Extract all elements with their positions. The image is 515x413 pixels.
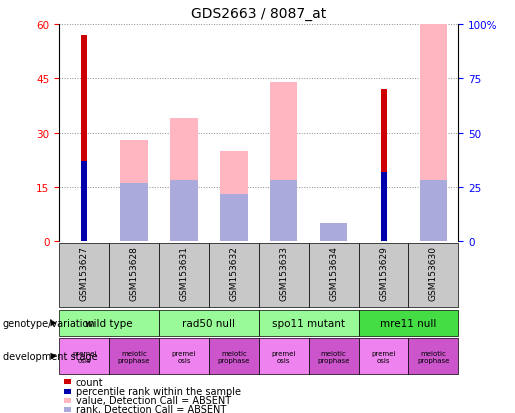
Bar xyxy=(159,310,259,337)
Text: percentile rank within the sample: percentile rank within the sample xyxy=(76,386,241,396)
Bar xyxy=(358,339,408,374)
Text: GSM153632: GSM153632 xyxy=(229,246,238,300)
Bar xyxy=(381,90,386,242)
Text: count: count xyxy=(76,377,104,387)
Bar xyxy=(308,339,358,374)
Text: GSM153633: GSM153633 xyxy=(279,246,288,301)
Bar xyxy=(420,25,447,242)
Bar xyxy=(64,380,71,385)
Text: premei
osis: premei osis xyxy=(172,350,196,363)
Bar xyxy=(81,162,87,242)
FancyBboxPatch shape xyxy=(408,244,458,308)
Text: spo11 mutant: spo11 mutant xyxy=(272,318,345,328)
Bar xyxy=(270,180,298,242)
Bar xyxy=(259,339,308,374)
Text: value, Detection Call = ABSENT: value, Detection Call = ABSENT xyxy=(76,395,231,405)
Text: GSM153628: GSM153628 xyxy=(130,246,139,300)
Text: meiotic
prophase: meiotic prophase xyxy=(218,350,250,363)
Text: meiotic
prophase: meiotic prophase xyxy=(118,350,150,363)
Bar xyxy=(320,223,347,242)
Polygon shape xyxy=(50,320,57,327)
Text: GSM153631: GSM153631 xyxy=(179,246,188,301)
Bar xyxy=(381,173,386,242)
Title: GDS2663 / 8087_at: GDS2663 / 8087_at xyxy=(191,7,327,21)
FancyBboxPatch shape xyxy=(209,244,259,308)
FancyBboxPatch shape xyxy=(159,244,209,308)
Text: premei
osis: premei osis xyxy=(371,350,396,363)
Bar xyxy=(59,310,159,337)
Bar xyxy=(320,231,347,242)
Bar xyxy=(64,398,71,403)
Text: premei
osis: premei osis xyxy=(72,350,96,363)
FancyBboxPatch shape xyxy=(259,244,308,308)
Text: GSM153630: GSM153630 xyxy=(429,246,438,301)
Bar xyxy=(170,119,198,242)
Bar xyxy=(64,389,71,394)
Bar xyxy=(408,339,458,374)
Text: genotype/variation: genotype/variation xyxy=(3,318,95,328)
Bar xyxy=(220,151,248,242)
Bar xyxy=(209,339,259,374)
Text: development stage: development stage xyxy=(3,351,97,361)
Bar xyxy=(81,36,87,242)
FancyBboxPatch shape xyxy=(358,244,408,308)
Bar xyxy=(59,339,109,374)
Bar xyxy=(159,339,209,374)
Bar xyxy=(220,195,248,242)
Text: GSM153629: GSM153629 xyxy=(379,246,388,300)
Text: GSM153627: GSM153627 xyxy=(80,246,89,300)
Text: rank, Detection Call = ABSENT: rank, Detection Call = ABSENT xyxy=(76,404,226,413)
Text: premei
osis: premei osis xyxy=(271,350,296,363)
FancyBboxPatch shape xyxy=(308,244,358,308)
Bar xyxy=(64,407,71,412)
Bar xyxy=(420,180,447,242)
Text: GSM153634: GSM153634 xyxy=(329,246,338,300)
Bar xyxy=(109,339,159,374)
Text: rad50 null: rad50 null xyxy=(182,318,235,328)
Text: mre11 null: mre11 null xyxy=(380,318,437,328)
FancyBboxPatch shape xyxy=(109,244,159,308)
Bar xyxy=(270,83,298,242)
Text: wild type: wild type xyxy=(85,318,133,328)
FancyBboxPatch shape xyxy=(59,244,109,308)
Bar xyxy=(170,180,198,242)
Polygon shape xyxy=(50,353,57,360)
Text: meiotic
prophase: meiotic prophase xyxy=(417,350,450,363)
Text: meiotic
prophase: meiotic prophase xyxy=(317,350,350,363)
Bar xyxy=(121,184,148,242)
Bar xyxy=(121,140,148,242)
Bar xyxy=(259,310,358,337)
Bar xyxy=(358,310,458,337)
